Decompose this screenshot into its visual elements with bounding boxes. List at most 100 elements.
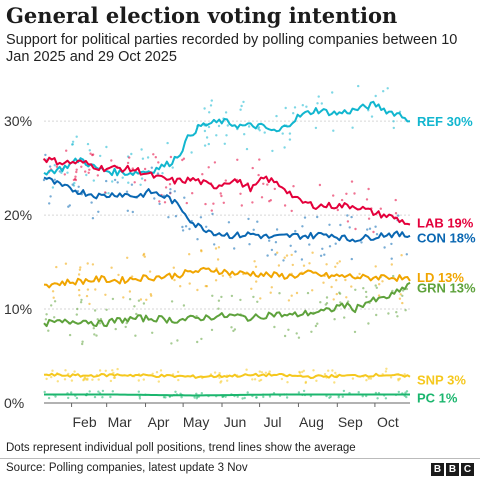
poll-dot-snp [157, 380, 160, 383]
poll-dot-con [274, 241, 278, 244]
poll-dot-snp [73, 370, 76, 373]
poll-dot-grn [79, 301, 83, 304]
poll-dot-lab [168, 183, 172, 186]
poll-dot-grn [316, 322, 319, 325]
poll-dot-ref [245, 147, 249, 151]
poll-dot-ld [325, 263, 328, 266]
poll-dot-lab [266, 183, 269, 186]
poll-dot-ld [295, 291, 299, 295]
poll-dot-grn [93, 309, 97, 312]
poll-dot-snp [384, 370, 388, 373]
poll-dot-ref [305, 105, 308, 108]
poll-dot-grn [220, 295, 223, 299]
poll-dot-grn [295, 332, 298, 335]
poll-dot-grn [339, 301, 342, 304]
poll-dot-snp [159, 369, 163, 372]
poll-dot-pc [54, 395, 57, 398]
poll-dot-grn [95, 334, 98, 337]
poll-dot-con [268, 239, 271, 242]
poll-dot-ld [270, 286, 273, 289]
x-tick-label: Sep [338, 414, 363, 430]
poll-dot-grn [401, 294, 404, 297]
poll-dot-grn [354, 288, 357, 291]
poll-dot-lab [204, 202, 207, 206]
poll-dot-ld [85, 294, 89, 298]
poll-dot-ref [88, 149, 92, 152]
poll-dot-ld [335, 279, 338, 282]
poll-dot-grn [105, 308, 108, 311]
poll-dot-ref [301, 104, 304, 107]
poll-dot-ref [317, 95, 320, 98]
poll-dot-con [67, 205, 70, 208]
poll-dot-grn [395, 311, 398, 314]
poll-dot-con [321, 247, 324, 250]
poll-dot-ld [255, 280, 258, 283]
poll-dot-pc [297, 391, 301, 394]
poll-dot-snp [83, 376, 87, 379]
poll-dot-ld [55, 265, 58, 269]
poll-dot-pc [341, 395, 344, 398]
poll-dot-grn [343, 316, 346, 319]
poll-dot-ld [381, 280, 384, 283]
poll-dot-con [196, 238, 199, 241]
poll-dot-ld [311, 251, 314, 254]
poll-dot-snp [298, 370, 301, 374]
poll-dot-ld [291, 263, 294, 267]
x-tick-label: Oct [377, 414, 399, 430]
poll-dot-ref [203, 144, 207, 147]
poll-dot-ld [188, 282, 191, 285]
poll-dot-pc [174, 390, 177, 393]
poll-dot-con [301, 225, 304, 228]
poll-dot-ref [66, 171, 69, 174]
poll-dot-grn [375, 286, 378, 289]
poll-dot-ld [390, 263, 393, 266]
poll-dot-con [233, 247, 236, 250]
poll-dot-lab [143, 167, 147, 171]
poll-dot-ref [382, 90, 385, 93]
poll-dot-pc [255, 396, 258, 399]
trend-line-pc [44, 393, 410, 397]
poll-dot-con [282, 259, 285, 262]
poll-dot-grn [353, 330, 357, 334]
poll-dot-ld [311, 289, 314, 292]
poll-dot-ld [172, 266, 175, 269]
poll-dot-snp [56, 380, 59, 383]
poll-dot-con [126, 209, 129, 212]
poll-dot-ref [205, 136, 209, 139]
poll-dot-grn [53, 300, 57, 303]
poll-dot-con [58, 170, 61, 173]
poll-dot-grn [365, 295, 368, 299]
poll-dot-snp [155, 371, 159, 374]
poll-dot-con [252, 228, 255, 231]
poll-dot-ld [287, 299, 291, 302]
poll-dot-grn [196, 340, 199, 344]
poll-dot-lab [258, 158, 261, 161]
poll-dot-pc [93, 395, 97, 399]
poll-dot-con [49, 195, 52, 198]
poll-dot-ld [330, 285, 333, 289]
poll-dot-ref [141, 157, 145, 160]
poll-dot-con [294, 229, 297, 233]
poll-dot-snp [268, 370, 271, 373]
poll-dot-grn [338, 292, 342, 295]
poll-dot-grn [137, 299, 141, 302]
poll-dot-grn [306, 291, 310, 295]
poll-dot-snp [50, 375, 53, 379]
poll-dot-con [199, 216, 203, 219]
poll-dot-con [328, 223, 331, 226]
poll-dot-grn [287, 328, 290, 331]
poll-dot-grn [170, 342, 173, 345]
poll-dot-pc [376, 397, 379, 400]
poll-dot-con [174, 215, 178, 218]
poll-dot-ld [374, 265, 377, 268]
poll-dot-ref [224, 111, 228, 114]
poll-dot-ld [78, 294, 81, 297]
poll-dot-con [130, 183, 134, 186]
poll-dot-ld [145, 298, 148, 301]
poll-dot-grn [211, 294, 214, 297]
poll-dot-pc [101, 396, 104, 399]
poll-dot-lab [154, 156, 157, 159]
poll-dot-lab [240, 204, 243, 207]
poll-dot-snp [245, 368, 248, 371]
poll-dot-lab [96, 174, 100, 177]
